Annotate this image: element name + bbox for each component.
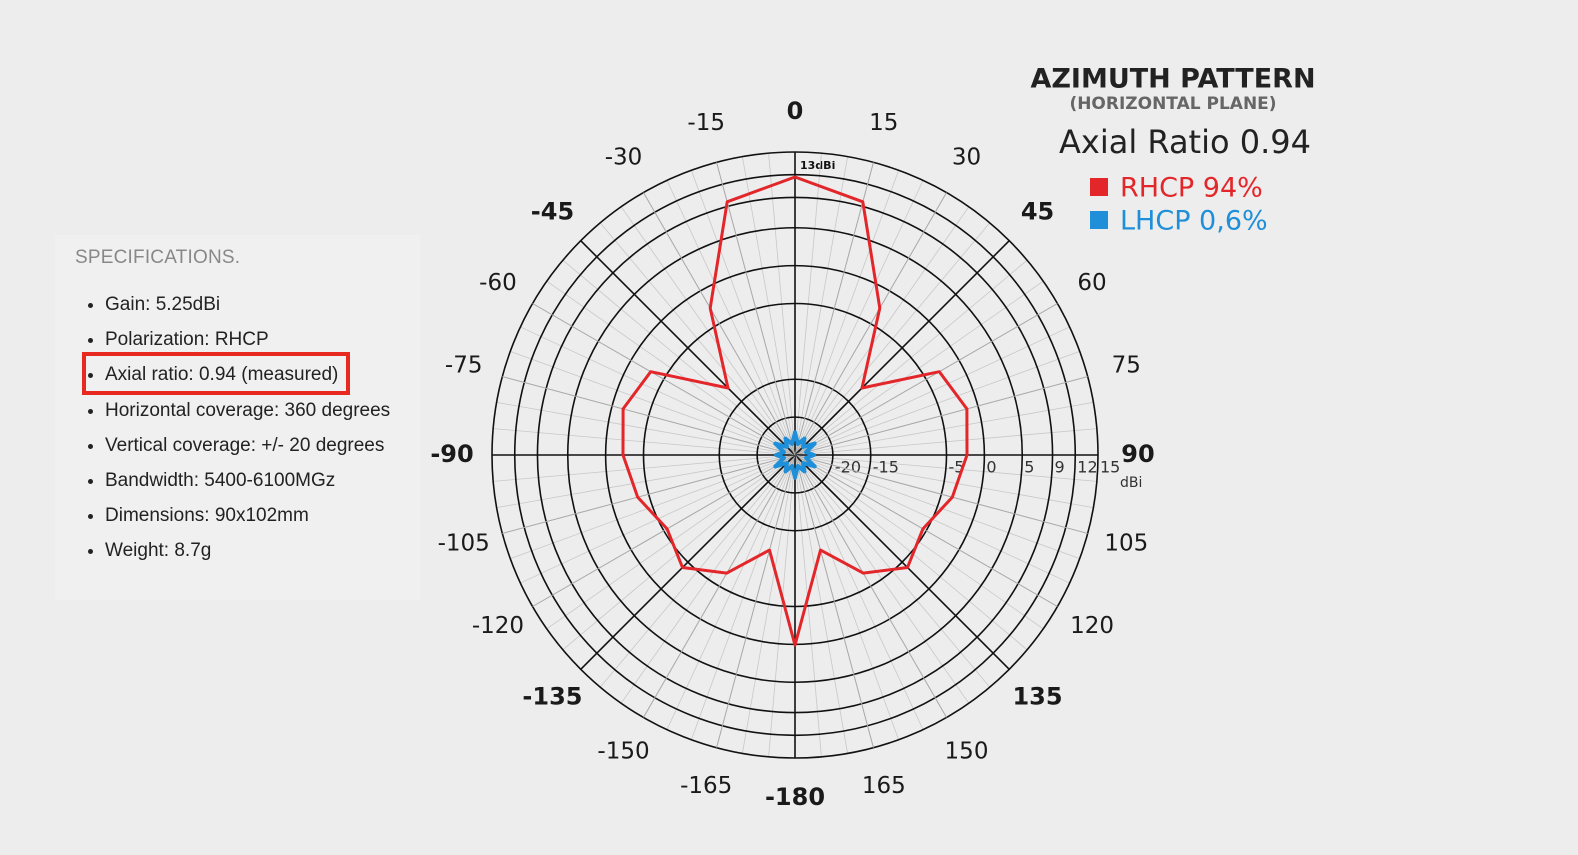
angle-tick-label: 45 — [1021, 197, 1054, 225]
r-unit: dBi — [1120, 475, 1142, 491]
angle-tick-label: 120 — [1070, 613, 1114, 639]
angle-tick-label: 165 — [862, 773, 906, 799]
angle-tick-label: 30 — [952, 144, 981, 170]
major-spoke — [794, 240, 1010, 456]
angle-tick-label: -15 — [687, 110, 725, 136]
angle-tick-label: 75 — [1112, 353, 1141, 379]
angle-spoke — [794, 192, 947, 456]
angle-spoke — [716, 162, 796, 456]
spec-item: Gain: 5.25dBi — [105, 291, 390, 326]
r-tick-label: 15 — [1100, 458, 1120, 477]
angle-spoke — [643, 192, 796, 456]
angle-spoke — [532, 303, 796, 456]
angle-tick-label: 150 — [945, 739, 989, 765]
series-line — [621, 175, 969, 647]
specifications-title: SPECIFICATIONS. — [75, 247, 241, 268]
angle-spoke — [794, 162, 874, 456]
angle-spoke — [716, 454, 796, 748]
spec-item: Vertical coverage: +/- 20 degrees — [105, 432, 390, 467]
angle-spoke — [794, 303, 1058, 456]
angle-tick-label: -75 — [445, 353, 483, 379]
angle-spoke — [794, 454, 1058, 607]
angle-spoke — [502, 454, 796, 534]
angle-tick-label: -120 — [472, 613, 524, 639]
legend-label: LHCP 0,6% — [1120, 206, 1268, 237]
angle-spoke — [532, 454, 796, 607]
angle-tick-label: -45 — [531, 197, 574, 225]
major-spoke — [580, 240, 796, 456]
specifications-list: Gain: 5.25dBi Polarization: RHCP Axial r… — [87, 291, 390, 573]
legend-swatch — [1090, 211, 1108, 229]
spec-item: Bandwidth: 5400-6100MGz — [105, 467, 390, 502]
angle-spoke — [794, 454, 1088, 534]
angle-tick-label: -135 — [522, 683, 582, 711]
angle-tick-label: -30 — [605, 144, 643, 170]
spec-item: Dimensions: 90x102mm — [105, 502, 390, 537]
angle-tick-label: 0 — [787, 97, 804, 125]
major-spoke — [794, 454, 1010, 670]
angle-tick-label: -60 — [479, 270, 517, 296]
r-tick-label: 5 — [1024, 458, 1034, 477]
angle-spoke — [794, 376, 1088, 456]
annotation: Axial Ratio 0.94 — [1059, 123, 1311, 161]
chart-title: AZIMUTH PATTERN — [1030, 64, 1315, 95]
major-spoke — [580, 454, 796, 670]
angle-spoke — [502, 376, 796, 456]
spec-item: Horizontal coverage: 360 degrees — [105, 397, 390, 432]
legend-swatch — [1090, 178, 1108, 196]
angle-tick-label: -105 — [438, 530, 490, 556]
angle-tick-label: -90 — [430, 440, 473, 468]
r-tick-label: -15 — [873, 458, 899, 477]
angle-tick-label: 90 — [1121, 440, 1154, 468]
angle-tick-label: -150 — [597, 739, 649, 765]
spec-item: Axial ratio: 0.94 (measured) — [105, 361, 390, 396]
r-tick-label: 12 — [1077, 458, 1097, 477]
spec-item: Polarization: RHCP — [105, 326, 390, 361]
legend-label: RHCP 94% — [1120, 173, 1263, 204]
angle-tick-label: -180 — [765, 783, 825, 811]
highlight-box — [82, 352, 350, 395]
spec-item: Weight: 8.7g — [105, 537, 390, 572]
angle-tick-label: 105 — [1104, 530, 1148, 556]
angle-tick-label: -165 — [680, 773, 732, 799]
r-tick-label: 9 — [1055, 458, 1065, 477]
r-tick-label: 0 — [986, 458, 996, 477]
angle-spoke — [794, 454, 947, 718]
series-line — [773, 430, 817, 480]
angle-tick-label: 135 — [1012, 683, 1062, 711]
r-tick-label: -20 — [835, 458, 861, 477]
angle-tick-label: 15 — [869, 110, 898, 136]
chart-subtitle: (HORIZONTAL PLANE) — [1069, 94, 1276, 114]
angle-spoke — [643, 454, 796, 718]
angle-spoke — [794, 454, 874, 748]
specifications-panel: SPECIFICATIONS. Gain: 5.25dBi Polarizati… — [55, 235, 420, 600]
angle-tick-label: 60 — [1077, 270, 1106, 296]
peak-label: 13dBi — [800, 159, 835, 172]
